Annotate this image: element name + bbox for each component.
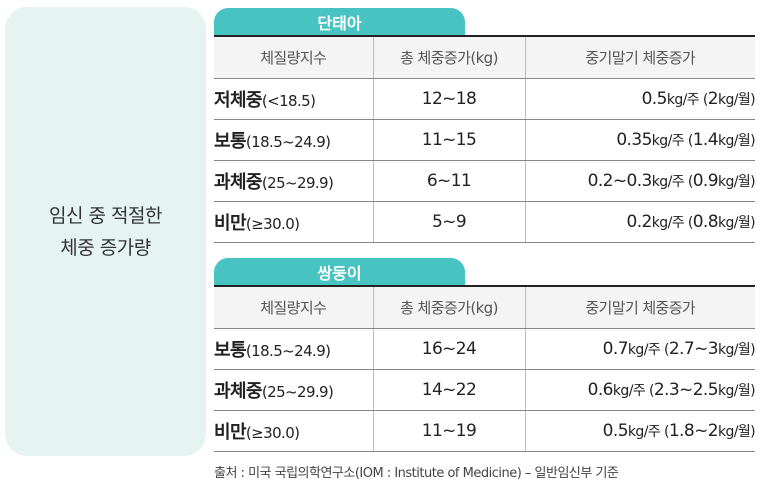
weekly-value: 0.5 — [602, 421, 629, 441]
bmi-range: (<18.5) — [261, 92, 316, 110]
cell-bmi: 비만(≥30.0) — [214, 410, 373, 452]
cell-bmi: 비만(≥30.0) — [214, 201, 373, 243]
monthly-value: 0.8 — [692, 212, 719, 232]
bmi-range: (18.5~24.9) — [245, 133, 331, 151]
weekly-value: 0.7 — [602, 339, 629, 359]
monthly-unit: kg/월) — [717, 92, 755, 108]
monthly-value: 1.8~2 — [668, 421, 719, 441]
bmi-name: 보통 — [214, 340, 247, 361]
cell-mid-late-gain: 0.5kg/주 (2kg/월) — [524, 78, 755, 120]
header-mid-late-gain: 중기말기 체중증가 — [524, 286, 755, 329]
bmi-name: 과체중 — [214, 172, 262, 193]
monthly-value: 1.4 — [692, 130, 719, 150]
table-row: 보통(18.5~24.9) 11~15 0.35kg/주 (1.4kg/월) — [214, 119, 755, 161]
cell-total-gain: 11~19 — [372, 410, 525, 452]
side-panel: 임신 중 적절한 체중 증가량 — [5, 7, 206, 456]
cell-bmi: 저체중(<18.5) — [214, 78, 373, 120]
cell-bmi: 과체중(25~29.9) — [214, 160, 373, 202]
bmi-range: (≥30.0) — [245, 424, 300, 442]
table-row: 보통(18.5~24.9) 16~24 0.7kg/주 (2.7~3kg/월) — [214, 328, 755, 370]
table-header-row: 체질량지수 총 체중증가(kg) 중기말기 체중증가 — [214, 286, 755, 329]
weekly-unit: kg/주 ( — [612, 383, 655, 399]
cell-bmi: 보통(18.5~24.9) — [214, 119, 373, 161]
bmi-range: (25~29.9) — [261, 383, 334, 401]
header-total-gain: 총 체중증가(kg) — [372, 286, 525, 329]
cell-mid-late-gain: 0.7kg/주 (2.7~3kg/월) — [524, 328, 755, 370]
bmi-range: (25~29.9) — [261, 174, 334, 192]
weekly-value: 0.6 — [587, 380, 614, 400]
monthly-value: 2.7~3 — [668, 339, 719, 359]
cell-total-gain: 11~15 — [372, 119, 525, 161]
header-total-gain: 총 체중증가(kg) — [372, 36, 525, 79]
cell-mid-late-gain: 0.2kg/주 (0.8kg/월) — [524, 201, 755, 243]
monthly-unit: kg/월) — [717, 133, 755, 149]
header-bmi: 체질량지수 — [214, 286, 373, 329]
tab-twin-pregnancy: 쌍둥이 — [214, 258, 465, 285]
weekly-value: 0.35 — [616, 130, 652, 150]
weekly-value: 0.2 — [626, 212, 653, 232]
cell-total-gain: 12~18 — [372, 78, 525, 120]
table-row: 과체중(25~29.9) 6~11 0.2~0.3kg/주 (0.9kg/월) — [214, 160, 755, 202]
table-row: 과체중(25~29.9) 14~22 0.6kg/주 (2.3~2.5kg/월) — [214, 369, 755, 411]
weekly-value: 0.5 — [641, 89, 668, 109]
bmi-range: (≥30.0) — [245, 215, 300, 233]
table-row: 저체중(<18.5) 12~18 0.5kg/주 (2kg/월) — [214, 78, 755, 120]
monthly-unit: kg/월) — [717, 424, 755, 440]
monthly-unit: kg/월) — [717, 342, 755, 358]
cell-total-gain: 16~24 — [372, 328, 525, 370]
cell-mid-late-gain: 0.2~0.3kg/주 (0.9kg/월) — [524, 160, 755, 202]
cell-mid-late-gain: 0.6kg/주 (2.3~2.5kg/월) — [524, 369, 755, 411]
monthly-value: 2.3~2.5 — [653, 380, 719, 400]
monthly-unit: kg/월) — [717, 174, 755, 190]
header-mid-late-gain: 중기말기 체중증가 — [524, 36, 755, 79]
weekly-unit: kg/주 ( — [651, 133, 694, 149]
monthly-unit: kg/월) — [717, 215, 755, 231]
table-row: 비만(≥30.0) 11~19 0.5kg/주 (1.8~2kg/월) — [214, 410, 755, 452]
cell-total-gain: 5~9 — [372, 201, 525, 243]
cell-mid-late-gain: 0.5kg/주 (1.8~2kg/월) — [524, 410, 755, 452]
single-pregnancy-table: 체질량지수 총 체중증가(kg) 중기말기 체중증가 저체중(<18.5) 12… — [214, 35, 755, 243]
twin-pregnancy-table: 체질량지수 총 체중증가(kg) 중기말기 체중증가 보통(18.5~24.9)… — [214, 285, 755, 452]
table-row: 비만(≥30.0) 5~9 0.2kg/주 (0.8kg/월) — [214, 201, 755, 243]
monthly-value: 0.9 — [692, 171, 719, 191]
table-header-row: 체질량지수 총 체중증가(kg) 중기말기 체중증가 — [214, 36, 755, 79]
side-title: 임신 중 적절한 체중 증가량 — [49, 204, 162, 259]
cell-total-gain: 6~11 — [372, 160, 525, 202]
weekly-unit: kg/주 ( — [651, 215, 694, 231]
header-bmi: 체질량지수 — [214, 36, 373, 79]
weekly-value: 0.2~0.3 — [587, 171, 653, 191]
cell-mid-late-gain: 0.35kg/주 (1.4kg/월) — [524, 119, 755, 161]
weekly-unit: kg/주 ( — [666, 92, 709, 108]
cell-bmi: 과체중(25~29.9) — [214, 369, 373, 411]
monthly-value: 2 — [707, 89, 719, 109]
cell-total-gain: 14~22 — [372, 369, 525, 411]
tab-single-pregnancy: 단태아 — [214, 8, 465, 35]
bmi-range: (18.5~24.9) — [245, 342, 331, 360]
bmi-name: 저체중 — [214, 90, 262, 111]
bmi-name: 비만 — [214, 422, 247, 443]
bmi-name: 과체중 — [214, 381, 262, 402]
monthly-unit: kg/월) — [717, 383, 755, 399]
source-footnote: 출처 : 미국 국립의학연구소(IOM : Institute of Medic… — [214, 466, 619, 481]
weekly-unit: kg/주 ( — [651, 174, 694, 190]
bmi-name: 비만 — [214, 213, 247, 234]
bmi-name: 보통 — [214, 131, 247, 152]
weekly-unit: kg/주 ( — [627, 342, 670, 358]
weekly-unit: kg/주 ( — [627, 424, 670, 440]
cell-bmi: 보통(18.5~24.9) — [214, 328, 373, 370]
